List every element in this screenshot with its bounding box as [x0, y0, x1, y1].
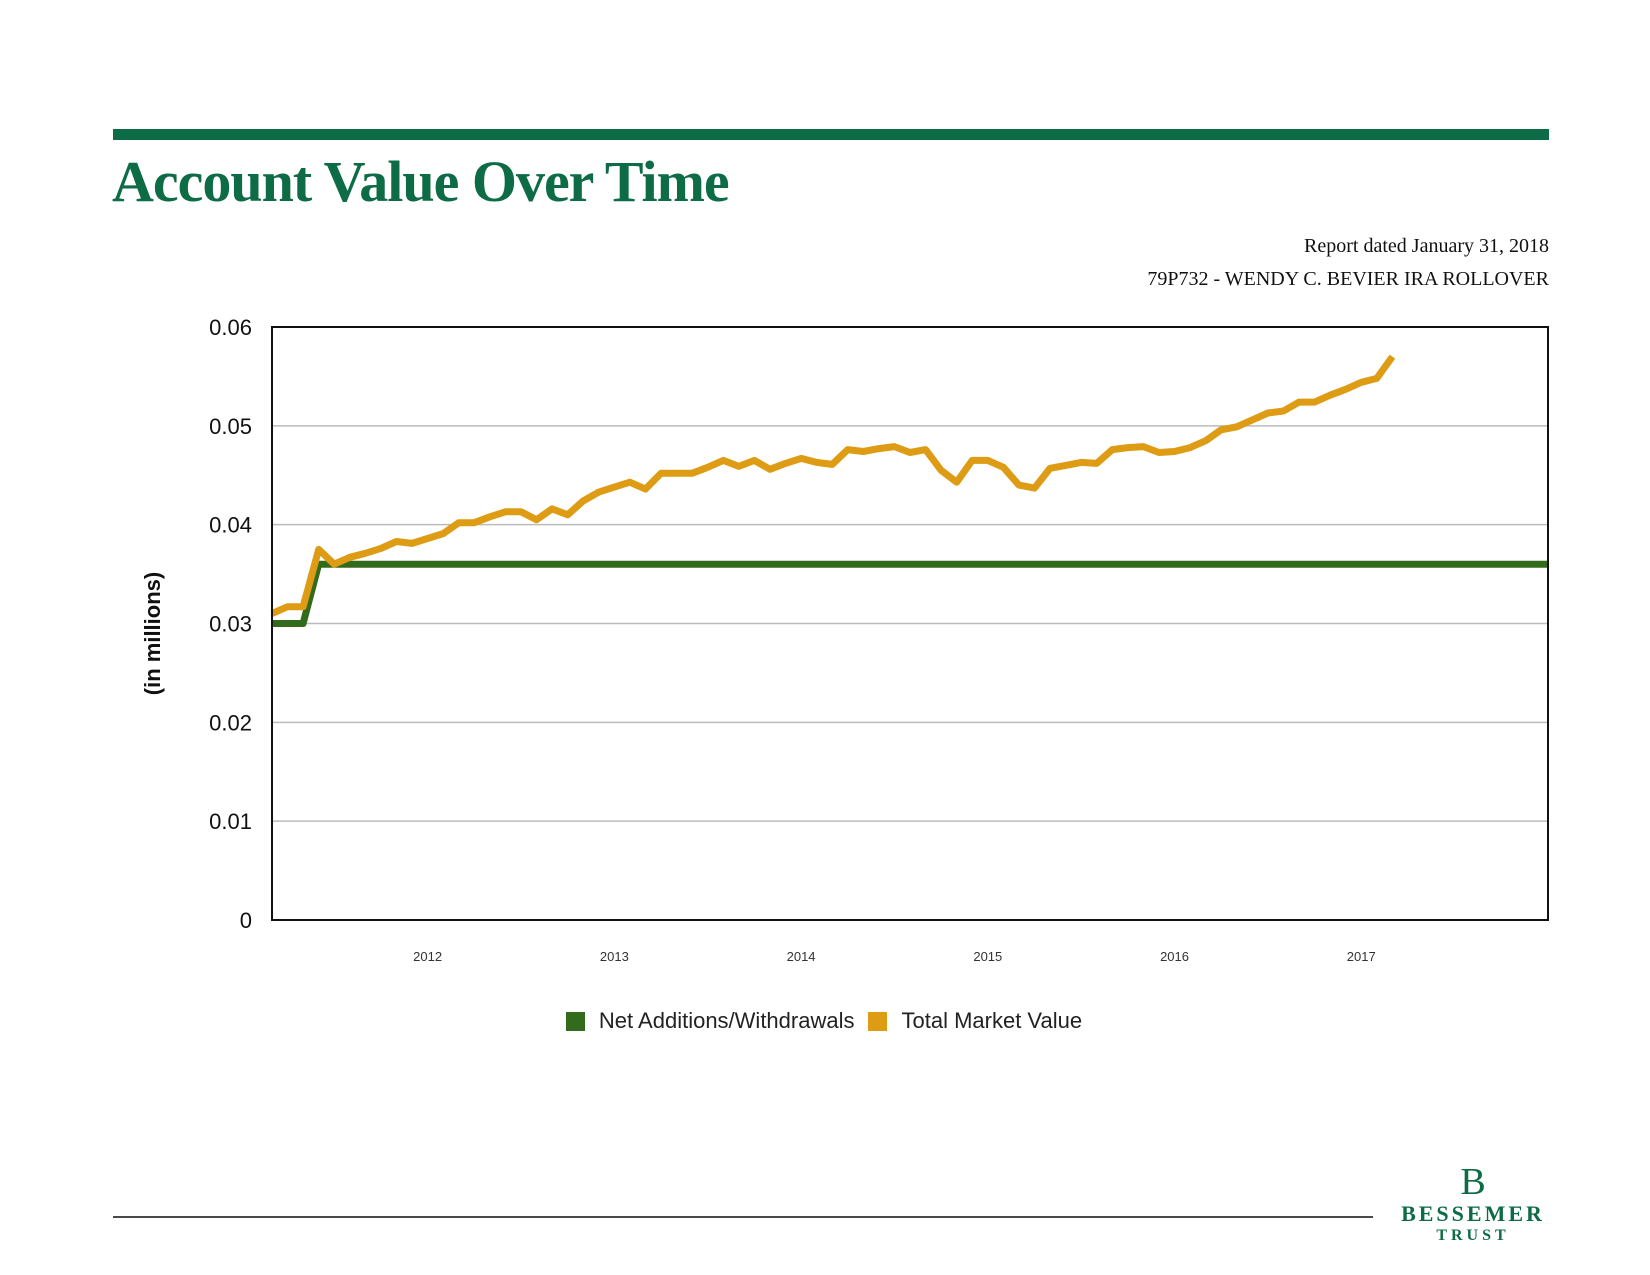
- report-date: Report dated January 31, 2018: [1304, 235, 1549, 257]
- x-tick-label: 2016: [1160, 949, 1189, 964]
- legend-item-net-additions: Net Additions/Withdrawals: [565, 1008, 855, 1034]
- header-rule: [113, 129, 1549, 140]
- legend-label-net-additions: Net Additions/Withdrawals: [598, 1008, 855, 1033]
- chart-legend: Net Additions/Withdrawals Total Market V…: [0, 1008, 1650, 1034]
- x-tick-label: 2017: [1347, 949, 1376, 964]
- y-tick-labels: 0 0.01 0.02 0.03 0.04 0.05 0.06: [209, 315, 252, 933]
- logo-wordmark-line1: BESSEMER: [1401, 1201, 1545, 1226]
- logo-mark: B: [1460, 1161, 1486, 1203]
- y-tick-label: 0.04: [209, 513, 252, 538]
- y-tick-label: 0.05: [209, 414, 252, 439]
- series-line-total-market-value: [270, 354, 1396, 617]
- y-tick-label: 0.06: [209, 315, 252, 340]
- y-tick-label: 0: [240, 908, 252, 933]
- logo-wordmark-line2: TRUST: [1436, 1227, 1510, 1244]
- grid-lines: [272, 326, 1548, 822]
- y-tick-label: 0.02: [209, 710, 252, 735]
- x-tick-label: 2013: [600, 949, 629, 964]
- account-value-chart: 00.010.020.030.040.050.06 2012 2013 2014 20…: [140, 315, 1549, 964]
- series-line-net-additions: [272, 560, 1548, 627]
- y-axis-label: (in millions): [140, 572, 165, 695]
- series-lines: [270, 354, 1548, 627]
- x-tick-label: 2015: [973, 949, 1002, 964]
- page-title: Account Value Over Time: [112, 149, 730, 214]
- x-tick-label: 2014: [787, 949, 816, 964]
- y-tick-label: 0.01: [209, 809, 252, 834]
- footer-rule: [113, 1216, 1373, 1218]
- legend-swatch-net-additions: [565, 1011, 585, 1031]
- x-tick-labels: 2012 2013 2014 2015 2016 2017: [413, 949, 1376, 964]
- legend-swatch-total-market-value: [868, 1011, 888, 1031]
- legend-label-total-market-value: Total Market Value: [901, 1008, 1083, 1033]
- bessemer-trust-logo: B BESSEMER TRUST: [1395, 1162, 1551, 1246]
- plot-frame: [271, 326, 1549, 921]
- account-name: 79P732 - WENDY C. BEVIER IRA ROLLOVER: [1147, 268, 1549, 290]
- x-tick-label: 2012: [413, 949, 442, 964]
- legend-item-total-market-value: Total Market Value: [868, 1008, 1082, 1034]
- y-tick-label: 0.03: [209, 612, 252, 637]
